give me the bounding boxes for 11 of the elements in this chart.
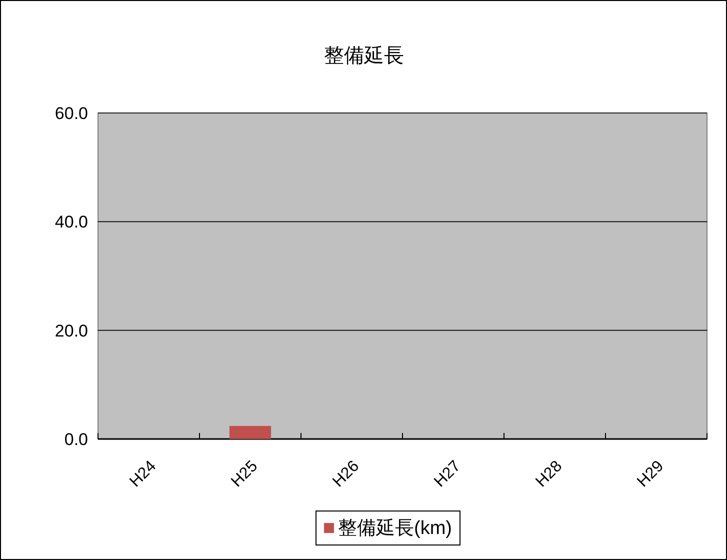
x-tick-label: H29 (634, 458, 668, 491)
x-tick-label: H26 (330, 458, 363, 491)
y-tick-label: 60.0 (54, 104, 88, 123)
x-tick-label: H25 (228, 458, 262, 491)
legend-label: 整備延長(km) (338, 518, 452, 539)
x-tick-label: H28 (532, 458, 566, 491)
y-tick-label: 40.0 (54, 212, 88, 232)
chart-title: 整備延長 (324, 45, 404, 67)
y-tick-label: 0.0 (64, 430, 88, 449)
x-tick-label: H24 (126, 458, 160, 491)
y-tick-label: 20.0 (54, 321, 88, 340)
